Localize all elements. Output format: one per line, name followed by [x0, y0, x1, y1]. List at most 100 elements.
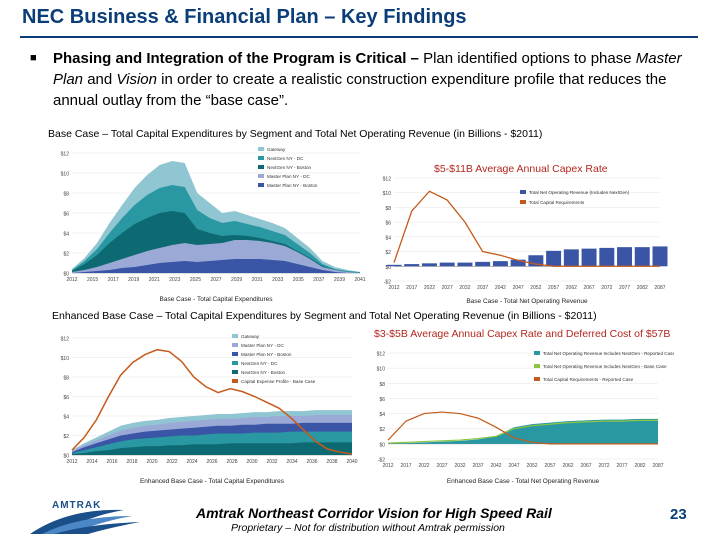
x-tick-label: 2025: [190, 277, 201, 283]
y-tick-label: $8: [379, 382, 385, 388]
key-finding-bullet: ■ Phasing and Integration of the Program…: [30, 48, 690, 111]
x-tick-label: 2018: [126, 459, 137, 465]
y-tick-label: -$2: [378, 458, 385, 464]
y-tick-label: $6: [63, 212, 69, 218]
y-tick-label: $4: [63, 232, 69, 238]
bullet-text: Phasing and Integration of the Program i…: [53, 48, 690, 111]
legend-label: Master Plan NY - DC: [267, 174, 310, 179]
x-tick-label: 2041: [354, 277, 365, 283]
x-tick-label: 2015: [87, 277, 98, 283]
y-tick-label: $4: [379, 412, 385, 418]
legend-swatch: [232, 370, 238, 374]
y-tick-label: $6: [385, 221, 391, 227]
y-tick-label: $12: [61, 337, 70, 343]
series-bar: [563, 249, 579, 267]
x-tick-label: 2052: [530, 285, 541, 291]
x-tick-label: 2012: [66, 459, 77, 465]
x-tick-label: 2014: [86, 459, 97, 465]
page-number: 23: [670, 506, 687, 523]
bullet-square-icon: ■: [30, 52, 37, 64]
x-tick-label: 2021: [149, 277, 160, 283]
x-tick-label: 2037: [477, 285, 488, 291]
series-bar: [599, 247, 615, 267]
y-tick-label: $2: [385, 250, 391, 256]
x-tick-label: 2023: [169, 277, 180, 283]
series-bar: [421, 263, 437, 267]
legend-label: Total Net Operating Revenue Includes Nex…: [543, 364, 667, 369]
x-tick-label: 2057: [544, 463, 555, 469]
legend-label: Total Net Operating Revenue (Includes Ne…: [529, 190, 630, 195]
x-tick-label: 2087: [654, 285, 665, 291]
x-tick-label: 2017: [400, 463, 411, 469]
legend-swatch: [232, 352, 238, 356]
legend-swatch: [232, 334, 238, 338]
x-tick-label: 2027: [436, 463, 447, 469]
x-tick-label: 2042: [490, 463, 501, 469]
legend-swatch: [520, 190, 526, 194]
x-tick-label: 2039: [334, 277, 345, 283]
series-line: [393, 190, 660, 267]
x-tick-label: 2067: [584, 285, 595, 291]
x-tick-label: 2047: [508, 463, 519, 469]
x-tick-label: 2026: [206, 459, 217, 465]
x-tick-label: 2042: [495, 285, 506, 291]
bullet-bold-lead: Phasing and Integration of the Program i…: [53, 50, 419, 67]
x-tick-label: 2027: [442, 285, 453, 291]
y-tick-label: $8: [63, 192, 69, 198]
series-bar: [475, 261, 491, 267]
series-line: [71, 348, 353, 455]
y-tick-label: $12: [383, 177, 392, 183]
legend-swatch: [258, 174, 264, 178]
x-tick-label: 2029: [231, 277, 242, 283]
base-case-revenue-chart: -$2 $0 $2 $4 $6 $8 $10 $12 2012 2017 2022 2027 2032 2…: [383, 177, 668, 305]
x-tick-label: 2032: [459, 285, 470, 291]
y-tick-label: -$2: [384, 280, 391, 286]
chart-title: Enhanced Base Case - Total Net Operating…: [447, 478, 600, 485]
legend-swatch: [258, 165, 264, 169]
amtrak-logo: AMTRAK: [30, 500, 140, 534]
x-tick-label: 2072: [601, 285, 612, 291]
legend-label: Master Plan NY - Boston: [241, 352, 292, 357]
series-bar: [652, 246, 668, 267]
x-tick-label: 2036: [306, 459, 317, 465]
series-area: [72, 442, 352, 455]
series-line: [387, 411, 658, 445]
x-tick-label: 2077: [619, 285, 630, 291]
x-tick-label: 2032: [454, 463, 465, 469]
x-tick-label: 2047: [513, 285, 524, 291]
y-tick-label: $10: [377, 367, 386, 373]
legend-swatch: [232, 343, 238, 347]
enhanced-capex-chart: $0 $2 $4 $6 $8 $10 $12 2012 2014 2016 2018 2020 2022…: [61, 334, 358, 485]
y-tick-label: $4: [63, 415, 69, 421]
x-tick-label: 2040: [346, 459, 357, 465]
legend-label: Master Plan NY - Boston: [267, 183, 318, 188]
y-tick-label: $6: [379, 397, 385, 403]
legend-label: Total Capital Requirements: [529, 200, 585, 205]
x-tick-label: 2017: [406, 285, 417, 291]
y-tick-label: $8: [63, 376, 69, 382]
series-bar: [457, 262, 473, 267]
slide-title: NEC Business & Financial Plan – Key Find…: [22, 6, 467, 28]
bullet-text-1: Plan identified options to phase: [418, 50, 636, 67]
x-tick-label: 2087: [652, 463, 663, 469]
y-tick-label: $0: [385, 265, 391, 271]
x-tick-label: 2022: [166, 459, 177, 465]
series-bar: [581, 248, 597, 267]
x-tick-label: 2062: [566, 285, 577, 291]
y-tick-label: $0: [63, 272, 69, 278]
legend-swatch: [520, 200, 526, 204]
y-tick-label: $0: [63, 454, 69, 460]
series-bar: [546, 250, 562, 267]
footer-title: Amtrak Northeast Corridor Vision for Hig…: [196, 505, 552, 521]
legend-label: Gateway: [241, 334, 260, 339]
y-tick-label: $2: [63, 434, 69, 440]
legend-swatch: [258, 156, 264, 160]
legend-label: NextGen NY - DC: [241, 361, 278, 366]
y-tick-label: $2: [63, 252, 69, 258]
x-tick-label: 2019: [128, 277, 139, 283]
bullet-text-3: in order to create a realistic construct…: [53, 71, 667, 109]
x-tick-label: 2067: [580, 463, 591, 469]
x-tick-label: 2022: [418, 463, 429, 469]
legend-swatch: [232, 361, 238, 365]
x-tick-label: 2031: [252, 277, 263, 283]
